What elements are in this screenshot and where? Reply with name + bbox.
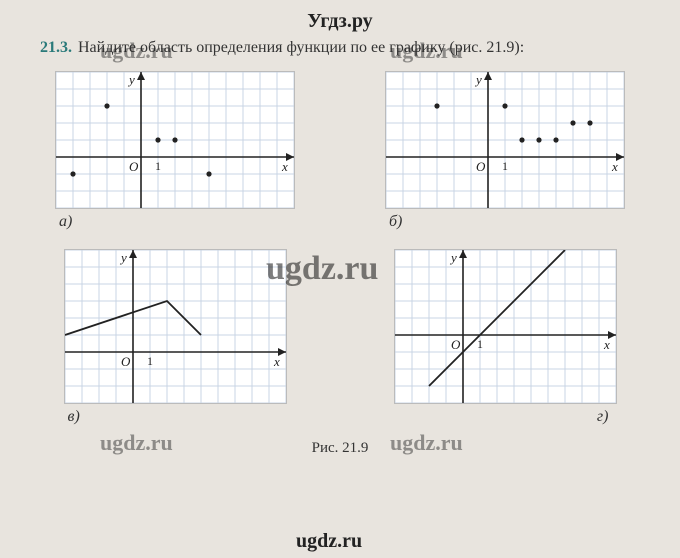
svg-text:x: x [603, 337, 610, 352]
task-line: 21.3. Найдите область определения функции… [40, 39, 640, 57]
svg-text:x: x [281, 159, 288, 174]
svg-text:O: O [129, 159, 139, 174]
svg-text:1: 1 [155, 159, 161, 173]
label-g: г) [597, 408, 609, 426]
svg-text:x: x [611, 159, 618, 174]
svg-text:1: 1 [502, 159, 508, 173]
svg-text:O: O [121, 354, 131, 369]
plot-v: y x O 1 [64, 249, 287, 404]
svg-text:O: O [476, 159, 486, 174]
plot-a: y x O 1 [55, 71, 295, 209]
panels-grid: y x O 1 а) y x O 1 б) y x O 1 в) y x O 1 г) [40, 71, 640, 426]
figure-caption: Рис. 21.9 [40, 440, 640, 457]
svg-text:1: 1 [477, 337, 483, 351]
plot-g: y x O 1 [394, 249, 617, 404]
svg-text:x: x [273, 354, 280, 369]
panel-g: y x O 1 г) [394, 249, 617, 426]
task-text: Найдите область определения функции по е… [78, 39, 524, 56]
panel-a: y x O 1 а) [55, 71, 295, 231]
label-v: в) [68, 408, 80, 426]
plot-b: y x O 1 [385, 71, 625, 209]
svg-text:y: y [119, 250, 127, 265]
label-b: б) [389, 213, 402, 231]
watermark-bottom: ugdz.ru [296, 530, 362, 553]
svg-text:O: O [451, 337, 461, 352]
panel-v: y x O 1 в) [64, 249, 287, 426]
watermark-top: Угдз.ру [40, 10, 640, 33]
label-a: а) [59, 213, 72, 231]
svg-text:1: 1 [147, 354, 153, 368]
svg-text:y: y [449, 250, 457, 265]
svg-text:y: y [127, 72, 135, 87]
svg-text:y: y [474, 72, 482, 87]
page: { "watermarks": { "top": "Угдз.ру", "cen… [0, 0, 680, 558]
panel-b: y x O 1 б) [385, 71, 625, 231]
task-number: 21.3. [40, 39, 72, 56]
